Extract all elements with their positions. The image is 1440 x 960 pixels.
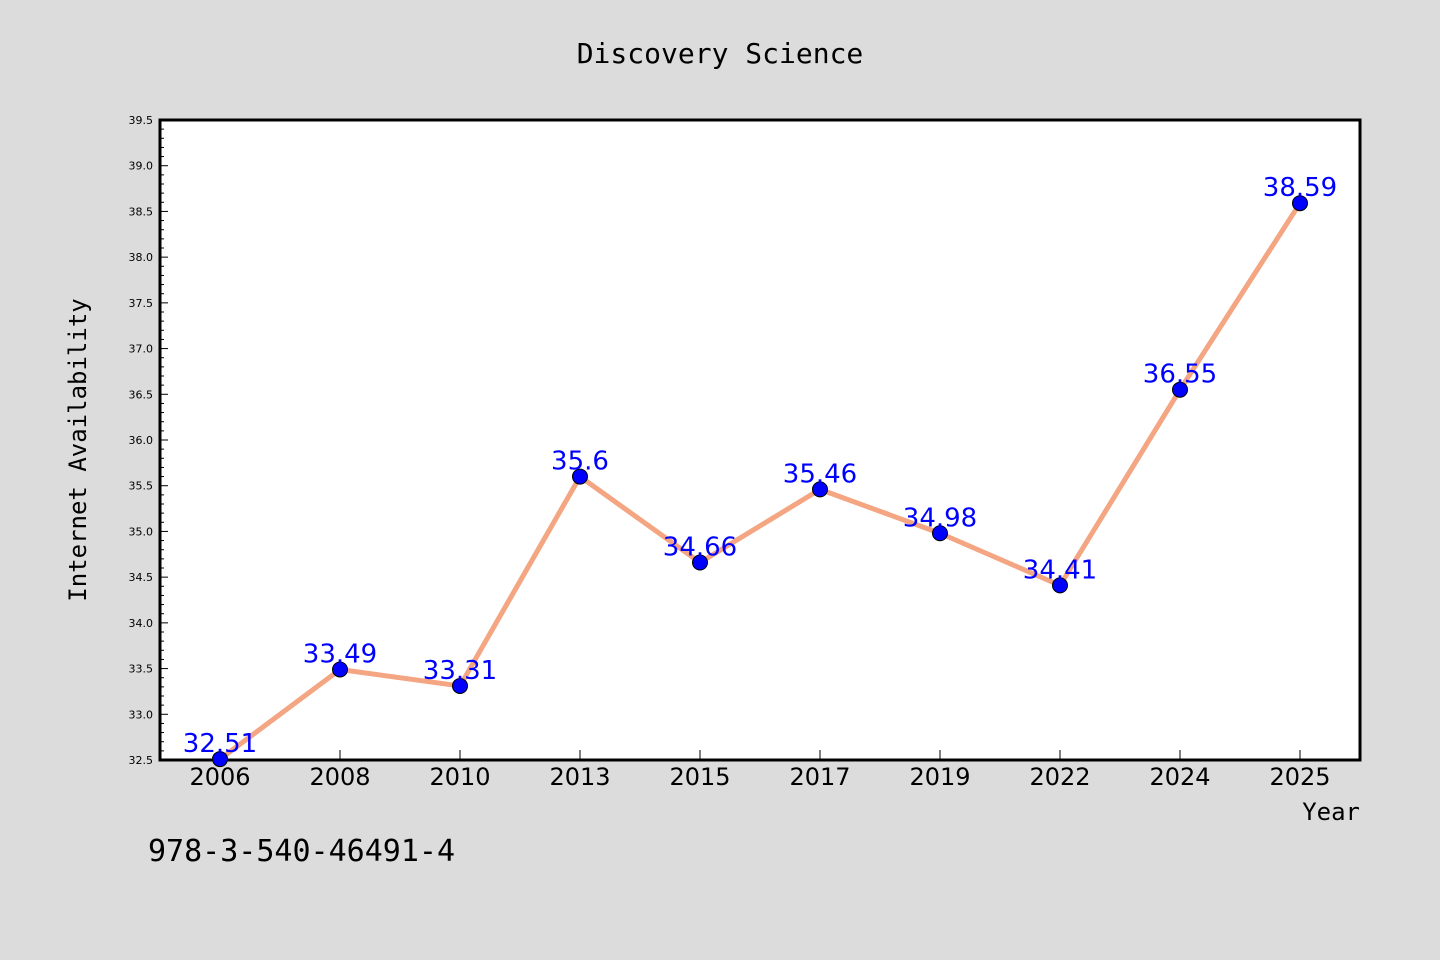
- data-label: 35.6: [551, 447, 609, 477]
- data-label: 34.98: [903, 503, 977, 533]
- data-point: [452, 677, 468, 694]
- data-label: 33.49: [303, 639, 377, 669]
- data-labels: 32.51 33.49 33.31 35.6 34.66 35.46 34.98 34.41 3…: [183, 173, 1337, 759]
- x-tick-label: 2010: [429, 763, 490, 791]
- x-tick-label: 2006: [189, 763, 250, 791]
- data-point: [692, 554, 708, 571]
- y-axis: 32.5 33.0 33.5 34.0 34.5 35.0 35.5 36.0 36.5 37.0…: [129, 114, 168, 767]
- y-tick-label: 35.0: [129, 525, 154, 538]
- data-label: 34.41: [1023, 555, 1097, 585]
- y-tick-label: 36.5: [129, 388, 154, 401]
- x-tick-label: 2024: [1149, 763, 1210, 791]
- y-tick-label: 39.5: [129, 114, 154, 127]
- x-tick-label: 2017: [789, 763, 850, 791]
- data-point: [212, 751, 228, 768]
- y-tick-label: 33.5: [129, 663, 154, 676]
- y-tick-label: 35.5: [129, 480, 154, 493]
- y-tick-label: 37.5: [129, 297, 154, 310]
- y-axis-label: Internet Availability: [64, 298, 92, 601]
- y-tick-label: 32.5: [129, 754, 154, 767]
- y-tick-label: 38.5: [129, 205, 154, 218]
- data-point: [932, 525, 948, 542]
- data-point: [1052, 577, 1068, 594]
- data-point: [1172, 381, 1188, 398]
- x-axis-label: Year: [1302, 798, 1360, 826]
- y-tick-label: 34.5: [129, 571, 154, 584]
- chart-title: Discovery Science: [577, 37, 864, 70]
- isbn-text: 978-3-540-46491-4: [148, 834, 456, 869]
- y-tick-label: 33.0: [129, 708, 154, 721]
- x-tick-label: 2025: [1269, 763, 1330, 791]
- y-tick-label: 34.0: [129, 617, 154, 630]
- series-line: [218, 201, 1303, 762]
- y-tick-label: 36.0: [129, 434, 154, 447]
- x-tick-label: 2008: [309, 763, 370, 791]
- x-tick-label: 2013: [549, 763, 610, 791]
- data-point: [572, 468, 588, 485]
- data-label: 35.46: [783, 459, 857, 489]
- x-tick-label: 2022: [1029, 763, 1090, 791]
- data-label: 33.31: [423, 656, 497, 686]
- y-tick-label: 38.0: [129, 251, 154, 264]
- data-point: [1292, 195, 1308, 212]
- x-tick-label: 2019: [909, 763, 970, 791]
- plot-area: [158, 118, 1362, 762]
- data-point: [332, 661, 348, 678]
- data-label: 36.55: [1143, 360, 1217, 390]
- y-tick-label: 39.0: [129, 160, 154, 173]
- data-label: 32.51: [183, 729, 257, 759]
- data-label: 34.66: [663, 533, 737, 563]
- data-label: 38.59: [1263, 173, 1337, 203]
- data-point: [812, 481, 828, 498]
- x-tick-label: 2015: [669, 763, 730, 791]
- x-axis: 2006 2008 2010 2013 2015 2017 2019 2022 2024 2025: [189, 750, 1331, 791]
- series: [212, 195, 1308, 768]
- y-tick-label: 37.0: [129, 343, 154, 356]
